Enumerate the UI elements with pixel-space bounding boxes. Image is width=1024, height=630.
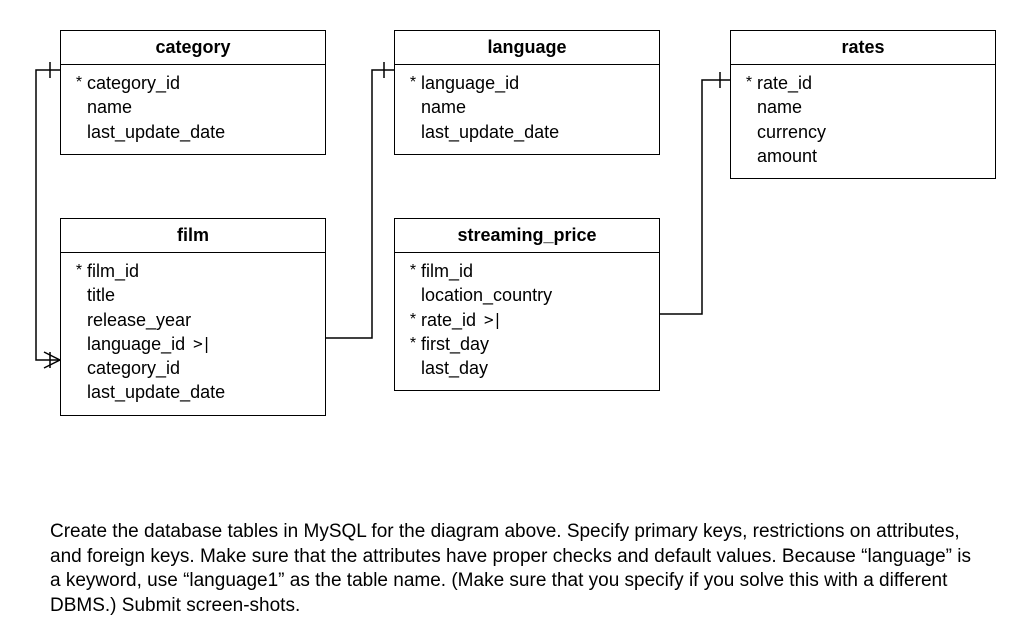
- attr-row: last_update_date: [405, 120, 649, 144]
- edge-streaming-rates: [660, 80, 730, 314]
- attr-row: category_id: [71, 356, 315, 380]
- pk-mark: *: [71, 260, 87, 282]
- crowfoot-film-category: [44, 352, 60, 368]
- pk-mark: *: [405, 72, 421, 94]
- pk-mark: *: [71, 72, 87, 94]
- pk-mark: *: [405, 333, 421, 355]
- erd-canvas: category * category_id name last_update_…: [0, 0, 1024, 630]
- pk-mark: *: [405, 309, 421, 331]
- attr-name: currency: [757, 120, 826, 144]
- attr-row: * rate_id >|: [405, 308, 649, 332]
- entity-streaming-price: streaming_price * film_id location_count…: [394, 218, 660, 391]
- attr-name: rate_id: [421, 308, 476, 332]
- attr-name: last_day: [421, 356, 488, 380]
- entity-body: * film_id location_country * rate_id >| …: [395, 253, 659, 390]
- pk-mark: *: [741, 72, 757, 94]
- attr-name: name: [757, 95, 802, 119]
- entity-rates: rates * rate_id name currency amount: [730, 30, 996, 179]
- attr-row: language_id >|: [71, 332, 315, 356]
- attr-name: film_id: [87, 259, 139, 283]
- attr-name: rate_id: [757, 71, 812, 95]
- entity-body: * rate_id name currency amount: [731, 65, 995, 178]
- attr-row: last_day: [405, 356, 649, 380]
- fk-icon: >|: [193, 333, 210, 355]
- attr-name: language_id: [421, 71, 519, 95]
- entity-body: * language_id name last_update_date: [395, 65, 659, 154]
- entity-title: streaming_price: [395, 219, 659, 253]
- attr-row: name: [71, 95, 315, 119]
- attr-row: name: [405, 95, 649, 119]
- attr-row: * rate_id: [741, 71, 985, 95]
- attr-row: * first_day: [405, 332, 649, 356]
- entity-title: language: [395, 31, 659, 65]
- attr-name: last_update_date: [421, 120, 559, 144]
- attr-row: * film_id: [71, 259, 315, 283]
- attr-row: release_year: [71, 308, 315, 332]
- attr-name: first_day: [421, 332, 489, 356]
- attr-name: category_id: [87, 356, 180, 380]
- assignment-instructions: Create the database tables in MySQL for …: [50, 520, 984, 619]
- attr-name: last_update_date: [87, 120, 225, 144]
- attr-row: * category_id: [71, 71, 315, 95]
- attr-name: location_country: [421, 283, 552, 307]
- attr-row: name: [741, 95, 985, 119]
- attr-name: film_id: [421, 259, 473, 283]
- entity-title: category: [61, 31, 325, 65]
- attr-name: last_update_date: [87, 380, 225, 404]
- entity-title: rates: [731, 31, 995, 65]
- attr-name: amount: [757, 144, 817, 168]
- entity-body: * category_id name last_update_date: [61, 65, 325, 154]
- attr-row: * film_id: [405, 259, 649, 283]
- entity-category: category * category_id name last_update_…: [60, 30, 326, 155]
- attr-row: * language_id: [405, 71, 649, 95]
- attr-row: last_update_date: [71, 380, 315, 404]
- fk-icon: >|: [484, 309, 501, 331]
- edge-film-language: [326, 70, 394, 338]
- attr-name: name: [87, 95, 132, 119]
- entity-language: language * language_id name last_update_…: [394, 30, 660, 155]
- attr-row: amount: [741, 144, 985, 168]
- attr-name: language_id: [87, 332, 185, 356]
- attr-row: location_country: [405, 283, 649, 307]
- entity-film: film * film_id title release_year langua…: [60, 218, 326, 416]
- entity-title: film: [61, 219, 325, 253]
- edge-film-category: [36, 70, 60, 360]
- entity-body: * film_id title release_year language_id…: [61, 253, 325, 415]
- attr-name: category_id: [87, 71, 180, 95]
- attr-name: release_year: [87, 308, 191, 332]
- pk-mark: *: [405, 260, 421, 282]
- attr-name: title: [87, 283, 115, 307]
- attr-row: last_update_date: [71, 120, 315, 144]
- attr-name: name: [421, 95, 466, 119]
- attr-row: currency: [741, 120, 985, 144]
- attr-row: title: [71, 283, 315, 307]
